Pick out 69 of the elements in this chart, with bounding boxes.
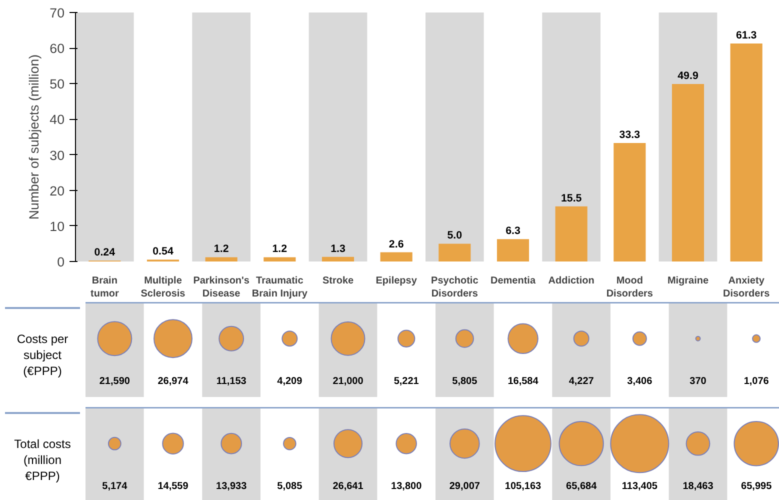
x-tick-label: Mood Disorders <box>606 276 654 300</box>
data-label: 113,405 <box>622 480 658 492</box>
y-axis-title: Number of subjects (million) <box>26 54 42 220</box>
data-label: 61.3 <box>736 29 757 42</box>
bar <box>322 256 354 262</box>
data-label: 5,805 <box>452 376 478 387</box>
bar <box>438 244 471 262</box>
data-label: 65,995 <box>741 480 772 492</box>
x-tick-label: Parkinson's Disease <box>193 276 250 300</box>
y-tick-label: 20 <box>50 183 65 198</box>
data-label: 370 <box>690 376 707 387</box>
x-tick-label: Migraine <box>667 276 709 286</box>
data-label: 13,933 <box>216 480 248 492</box>
data-label: 4,227 <box>568 376 594 387</box>
bar <box>380 252 412 262</box>
data-label: 21,000 <box>332 376 364 387</box>
data-label: 4,209 <box>277 376 303 387</box>
x-tick-label: Multiple Sclerosis <box>140 276 186 300</box>
y-tick-label: 70 <box>50 6 65 20</box>
data-label: 1.2 <box>214 243 229 256</box>
data-label: 13,800 <box>391 480 422 492</box>
bar <box>264 257 296 262</box>
data-label: 33.3 <box>619 129 640 142</box>
data-label: 5,174 <box>102 480 128 492</box>
x-tick-label: Traumatic Brain Injury <box>252 276 308 300</box>
data-label: 18,463 <box>682 480 714 492</box>
bar <box>205 257 238 262</box>
data-label: 3,406 <box>627 376 653 387</box>
x-tick-label: Anxiety Disorders <box>722 276 770 300</box>
y-tick-label: 60 <box>50 41 65 56</box>
data-label: 2.6 <box>388 238 404 250</box>
y-tick-label: 0 <box>57 254 65 270</box>
data-label: 14,559 <box>158 480 189 492</box>
x-tick-label: Psychotic Disorders <box>431 276 479 300</box>
data-label: 26,641 <box>332 480 364 492</box>
y-tick-label: 10 <box>50 218 65 234</box>
data-label: 105,163 <box>504 480 542 492</box>
x-tick-label: Brain tumor <box>90 276 119 300</box>
bar <box>672 84 704 262</box>
data-label: 5.0 <box>447 230 462 242</box>
data-label: 15.5 <box>560 192 582 204</box>
data-label: 29,007 <box>449 480 480 492</box>
y-tick-label: 50 <box>50 76 65 92</box>
x-tick-label: Stroke <box>322 276 354 286</box>
data-label: 11,153 <box>216 376 247 387</box>
data-label: 26,974 <box>158 376 189 387</box>
bar <box>555 206 588 262</box>
x-tick-label: Dementia <box>490 276 536 286</box>
bar <box>614 143 646 262</box>
text: Costs per subject (€PPP) <box>16 331 70 380</box>
data-label: 0.54 <box>152 246 174 258</box>
data-label: 16,584 <box>508 376 539 387</box>
bar <box>496 239 530 262</box>
x-tick-label: Epilepsy <box>376 276 418 286</box>
data-label: 5,221 <box>394 376 420 387</box>
data-label: 1,076 <box>744 376 770 387</box>
bar <box>730 43 762 262</box>
data-label: 1.2 <box>272 243 288 256</box>
data-label: 21,590 <box>99 376 130 387</box>
text: Total costs (million €PPP) <box>13 436 72 485</box>
data-label: 49.9 <box>678 70 698 82</box>
data-label: 0.24 <box>94 246 116 259</box>
y-tick-label: 30 <box>50 148 65 163</box>
x-tick-label: Addiction <box>548 276 594 286</box>
data-label: 1.3 <box>330 242 346 255</box>
data-label: 5,085 <box>277 480 303 492</box>
data-label: 6.3 <box>506 225 520 238</box>
data-label: 65,684 <box>566 480 598 492</box>
y-tick-label: 40 <box>50 112 65 128</box>
